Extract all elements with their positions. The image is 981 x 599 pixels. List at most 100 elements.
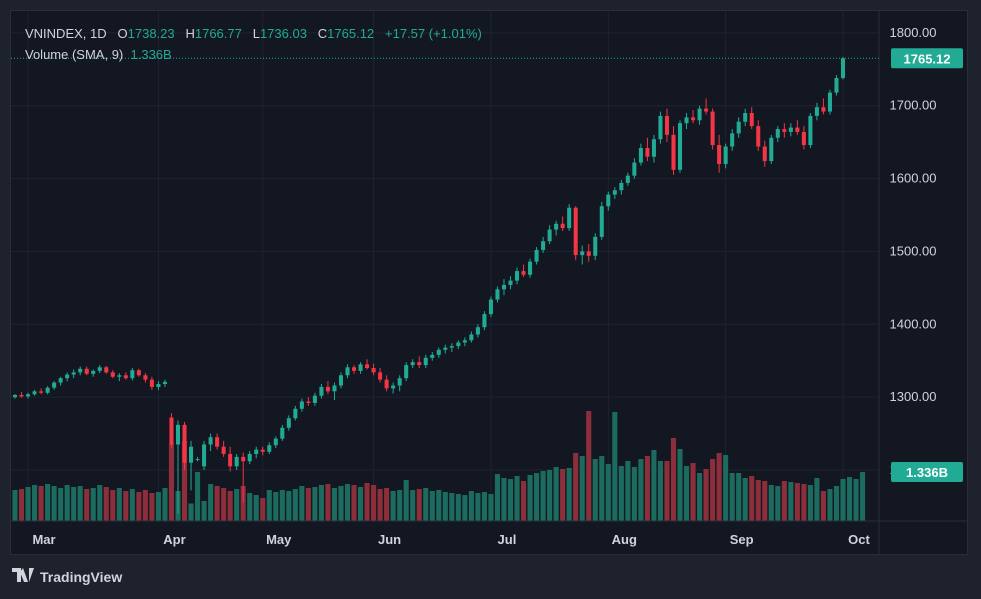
volume-bar (227, 491, 233, 521)
candle-body (110, 372, 115, 377)
volume-bar (64, 485, 70, 521)
volume-bar (129, 489, 135, 521)
candle-body (260, 449, 265, 452)
volume-bar (592, 459, 598, 521)
volume-bar (846, 477, 853, 521)
volume-bar (358, 487, 364, 521)
volume-bar (371, 485, 377, 521)
volume-bar (142, 490, 148, 521)
candle-body (312, 395, 317, 403)
volume-bar (657, 461, 663, 521)
candle-body (619, 182, 624, 191)
volume-legend[interactable]: Volume (SMA, 9) 1.336B (25, 47, 172, 62)
volume-bar (103, 487, 109, 521)
chart-grid (11, 11, 879, 521)
volume-bar (736, 473, 742, 521)
last-price-tag (891, 48, 963, 69)
chart-pane[interactable]: 1800.00 1700.00 1600.00 1500.00 1400.00 1300.… (10, 10, 968, 555)
candle-body (782, 129, 787, 132)
volume-bar (299, 486, 305, 521)
open-label: O (117, 26, 128, 41)
candle-body (756, 126, 761, 147)
candle-body (404, 365, 409, 379)
candle-body (508, 280, 513, 285)
volume-bar (410, 490, 416, 521)
volume-title: Volume (SMA, 9) (25, 47, 124, 62)
interval[interactable]: 1D (90, 26, 107, 41)
candle-body (169, 417, 174, 445)
volume-bar (612, 412, 618, 521)
volume-bar (455, 494, 461, 521)
low-label: L (252, 26, 260, 41)
volume-bar (110, 490, 116, 521)
volume-bar (481, 492, 487, 521)
candle-body (788, 127, 793, 132)
volume-bar (416, 489, 422, 521)
y-tick-label: 1600.00 (890, 171, 937, 186)
x-tick-label: Mar (32, 532, 55, 547)
candle-body (475, 327, 480, 335)
volume-bar (97, 485, 103, 521)
candle-body (514, 271, 520, 281)
candle-body (97, 367, 102, 371)
candle-body (338, 375, 344, 386)
volume-bar (305, 488, 311, 521)
volume-bar (286, 491, 292, 521)
candle-body (808, 115, 813, 146)
volume-bar (853, 479, 859, 521)
volume-bar (116, 488, 122, 521)
candle-body (469, 334, 474, 341)
brand-name: TradingView (40, 569, 123, 585)
candle-body (19, 394, 24, 397)
volume-bar (149, 493, 155, 521)
volume-bar (214, 486, 220, 521)
volume-tag (891, 462, 963, 482)
candle-body (254, 449, 259, 454)
candle-body (717, 145, 722, 164)
candle-body (91, 370, 96, 374)
volume-bar (58, 488, 64, 521)
candle-body (612, 190, 617, 195)
tradingview-logo[interactable]: TradingView (12, 568, 122, 586)
candle-body (632, 162, 637, 176)
candle-body (430, 354, 435, 358)
candle-body (358, 364, 363, 371)
axes: 1800.00 1700.00 1600.00 1500.00 1400.00 1300.… (11, 11, 967, 554)
price-tags: 1765.12 1.336B (11, 48, 963, 482)
candle-body (821, 107, 826, 112)
open-value: 1738.23 (127, 26, 175, 41)
candle-body (130, 370, 135, 379)
candle-body (671, 134, 676, 170)
candle-body (417, 362, 422, 366)
candle-body (638, 147, 643, 163)
volume-bar (155, 492, 161, 521)
candle-body (71, 372, 76, 375)
candle-body (58, 378, 63, 383)
volume-bar (670, 438, 677, 521)
candle-body (710, 111, 715, 146)
y-tick-label: 1300.00 (890, 389, 937, 404)
volume-bar (449, 493, 455, 521)
candle-body (195, 459, 200, 461)
candle-body (840, 58, 846, 79)
volume-bar (807, 485, 813, 521)
x-tick-label: Jun (378, 532, 401, 547)
volume-bar (247, 493, 253, 521)
volume-bar (273, 492, 279, 521)
volume-bar (729, 473, 735, 521)
symbol-name[interactable]: VNINDEX (25, 26, 83, 41)
volume-bar (749, 476, 755, 521)
volume-bar (501, 478, 507, 521)
candle-body (827, 92, 832, 112)
volume-bar (442, 492, 448, 521)
volume-bar (768, 485, 774, 521)
candlestick-chart[interactable]: 1800.00 1700.00 1600.00 1500.00 1400.00 1300.… (11, 11, 967, 554)
candle-body (449, 346, 454, 348)
volume-bar (364, 483, 370, 521)
volume-bar (801, 484, 807, 521)
candle-body (423, 357, 428, 366)
x-tick-label: Apr (163, 532, 185, 547)
ohlc-legend: VNINDEX, 1D O1738.23 H1766.77 L1736.03 C… (25, 26, 482, 41)
candle-body (677, 123, 683, 170)
candle-body (345, 367, 350, 376)
